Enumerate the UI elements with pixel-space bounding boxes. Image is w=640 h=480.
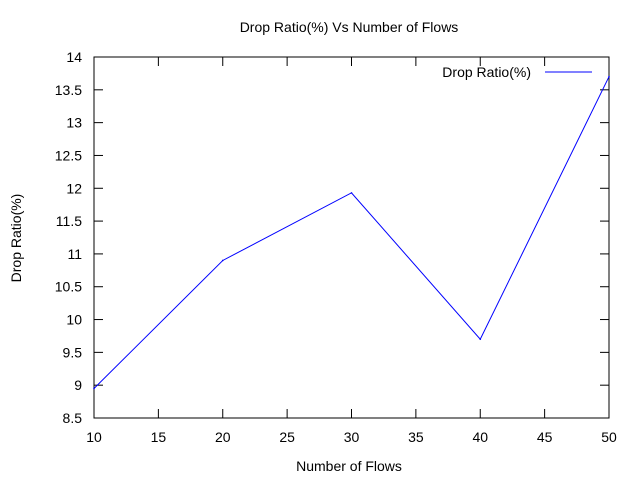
x-tick-label: 10 bbox=[86, 429, 102, 445]
x-tick-label: 20 bbox=[215, 429, 231, 445]
x-tick-label: 50 bbox=[601, 429, 617, 445]
legend-label: Drop Ratio(%) bbox=[442, 64, 531, 80]
y-tick-label: 9.5 bbox=[63, 344, 83, 360]
y-tick-label: 10 bbox=[66, 312, 82, 328]
x-tick-label: 15 bbox=[151, 429, 167, 445]
x-tick-label: 30 bbox=[344, 429, 360, 445]
data-point bbox=[350, 192, 353, 194]
y-tick-label: 10.5 bbox=[55, 279, 82, 295]
y-axis: 8.5 9 9.5 10 10.5 11 11.5 12 12.5 13 13.5 14 bbox=[55, 49, 609, 426]
data-point bbox=[93, 387, 95, 390]
data-point bbox=[479, 338, 482, 341]
x-axis: 10 15 20 25 30 35 40 45 50 bbox=[86, 57, 617, 445]
y-tick-label: 12.5 bbox=[55, 147, 82, 163]
y-tick-label: 9 bbox=[74, 377, 82, 393]
y-tick-label: 13.5 bbox=[55, 82, 82, 98]
plot-frame bbox=[93, 56, 610, 419]
y-axis-label: Drop Ratio(%) bbox=[8, 194, 24, 283]
y-tick-label: 12 bbox=[66, 180, 82, 196]
x-tick-label: 25 bbox=[279, 429, 295, 445]
data-point bbox=[608, 75, 610, 78]
chart-title: Drop Ratio(%) Vs Number of Flows bbox=[240, 19, 459, 35]
y-tick-label: 11.5 bbox=[56, 213, 82, 229]
y-tick-label: 8.5 bbox=[63, 410, 83, 426]
series-line bbox=[93, 76, 610, 389]
series-group bbox=[93, 75, 610, 390]
x-tick-label: 45 bbox=[537, 429, 553, 445]
y-tick-label: 13 bbox=[66, 115, 82, 131]
y-tick-label: 14 bbox=[66, 49, 82, 65]
plot-area: 10 15 20 25 30 35 40 45 50 8.5 9 9.5 10 10.5 11 11.5 12… bbox=[55, 49, 617, 445]
data-point bbox=[221, 259, 224, 262]
legend: Drop Ratio(%) bbox=[442, 64, 592, 80]
y-tick-label: 11 bbox=[67, 246, 82, 262]
x-tick-label: 35 bbox=[408, 429, 424, 445]
x-axis-label: Number of Flows bbox=[296, 458, 402, 474]
x-tick-label: 40 bbox=[472, 429, 488, 445]
